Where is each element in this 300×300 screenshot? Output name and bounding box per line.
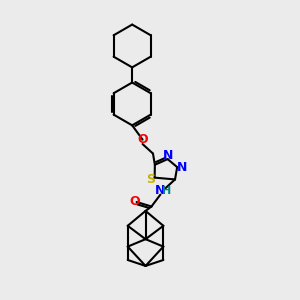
Text: N: N (162, 149, 173, 162)
Text: O: O (137, 133, 148, 146)
Text: N: N (155, 184, 166, 197)
Text: N: N (177, 160, 188, 174)
Text: H: H (162, 186, 172, 196)
Text: S: S (147, 172, 156, 186)
Text: O: O (130, 195, 140, 208)
